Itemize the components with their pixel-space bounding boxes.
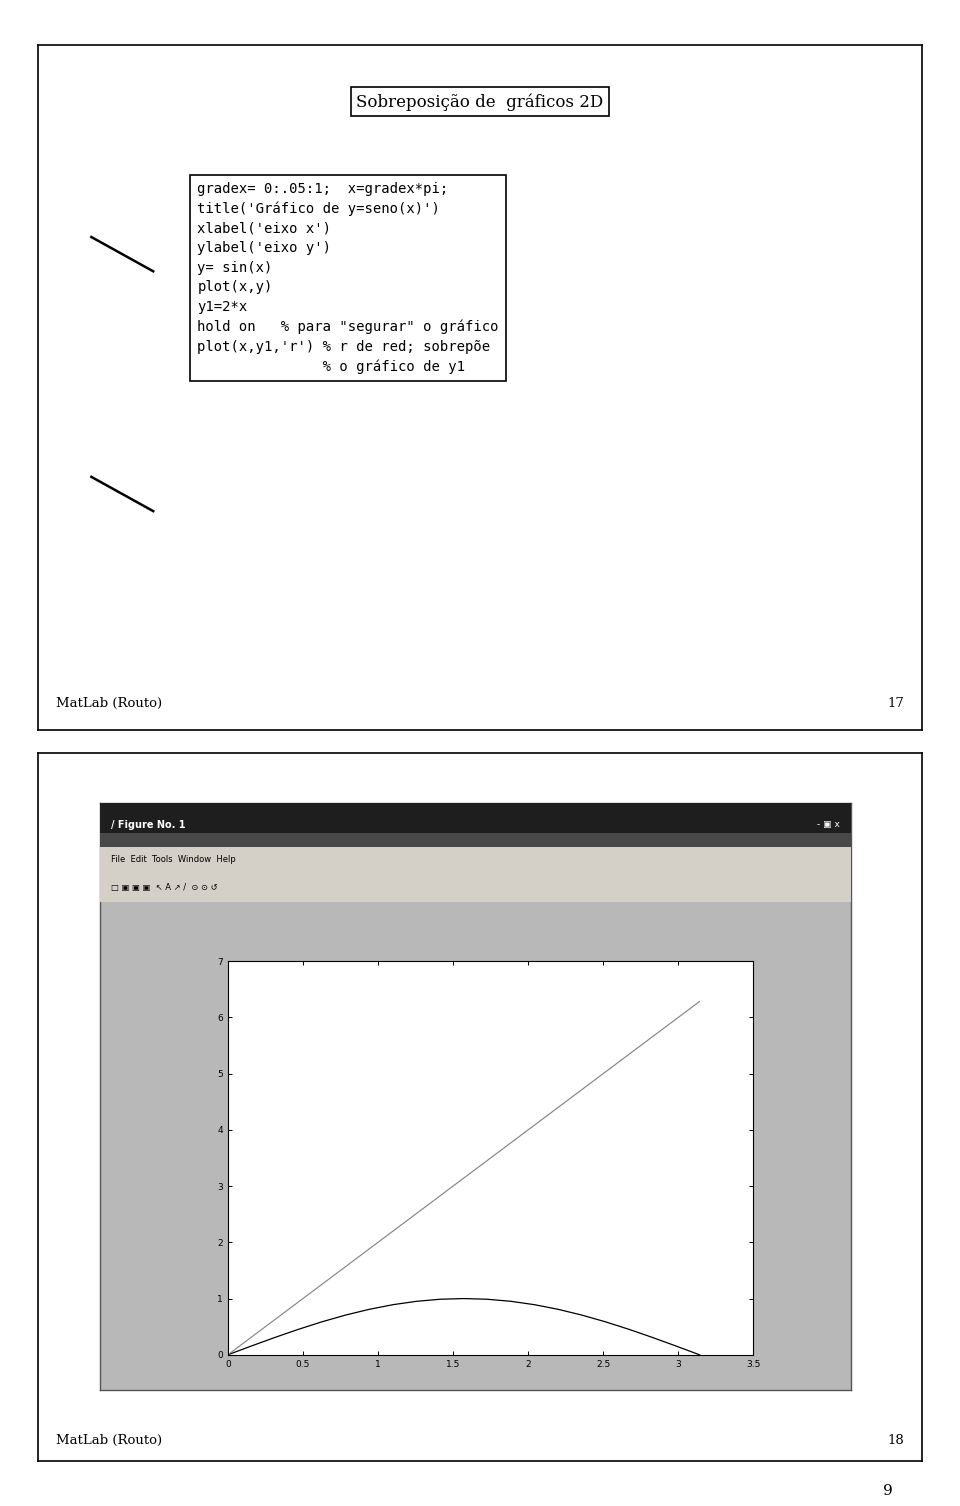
Bar xyxy=(100,833,851,846)
Text: - ▣ x: - ▣ x xyxy=(817,821,840,830)
Bar xyxy=(100,873,851,902)
Text: File  Edit  Tools  Window  Help: File Edit Tools Window Help xyxy=(111,855,236,864)
Text: 9: 9 xyxy=(883,1485,893,1498)
Text: gradex= 0:.05:1;  x=gradex*pi;
title('Gráfico de y=seno(x)')
xlabel('eixo x')
yl: gradex= 0:.05:1; x=gradex*pi; title('Grá… xyxy=(198,182,499,373)
Text: / Figure No. 1: / Figure No. 1 xyxy=(111,819,186,830)
Bar xyxy=(100,803,851,846)
Text: MatLab (Routo): MatLab (Routo) xyxy=(56,1434,162,1447)
Text: 17: 17 xyxy=(887,697,904,709)
Text: Sobreposição de  gráficos 2D: Sobreposição de gráficos 2D xyxy=(356,93,604,110)
Text: MatLab (Routo): MatLab (Routo) xyxy=(56,697,162,709)
Bar xyxy=(100,846,851,873)
Text: 18: 18 xyxy=(887,1434,904,1447)
Text: □ ▣ ▣ ▣  ↖ A ↗ /  ⊙ ⊙ ↺: □ ▣ ▣ ▣ ↖ A ↗ / ⊙ ⊙ ↺ xyxy=(111,883,218,892)
